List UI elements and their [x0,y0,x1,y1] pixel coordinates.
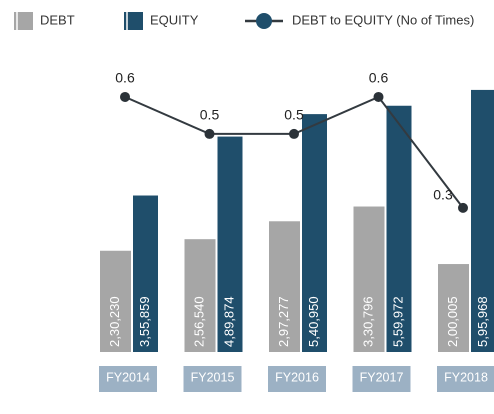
line-marker [120,91,130,102]
value-label: 3,55,859 [137,296,152,347]
value-label: 5,59,972 [390,296,405,347]
category-box [183,366,242,392]
bar [438,264,469,352]
line-value-label: 0.3 [433,187,453,203]
bar [133,195,158,352]
x-tick-label: FY2018 [444,370,488,384]
value-label: 2,00,005 [445,296,460,347]
x-tick-label: FY2016 [275,370,319,384]
value-label: 2,56,540 [191,296,206,347]
x-tick-label: FY2015 [191,370,235,384]
line-value-label: 0.5 [284,107,304,123]
legend-swatch [14,12,33,30]
legend-marker [256,13,272,29]
x-tick-label: FY2014 [106,370,150,384]
bar [184,239,216,352]
bar [100,250,131,352]
line-value-label: 0.6 [115,70,135,86]
line-marker [458,202,468,213]
bar [302,114,327,352]
bar [269,221,300,352]
line-marker [289,128,299,139]
legend-label: DEBT [40,12,75,27]
bar [471,89,494,352]
line-marker [373,91,384,102]
bar [353,206,385,352]
value-label: 4,89,874 [221,296,236,347]
category-box [99,366,157,392]
value-label: 5,40,950 [306,296,321,347]
bar [217,136,243,352]
legend-label: EQUITY [150,12,199,27]
bar [386,105,412,352]
legend-label: DEBT to EQUITY (No of Times) [292,12,474,27]
value-label: 2,30,230 [107,296,122,347]
line-value-label: 0.6 [369,70,389,86]
value-label: 2,97,277 [276,296,291,347]
value-label: 3,30,796 [360,296,375,347]
legend-swatch [124,12,143,30]
line-marker [204,128,215,139]
value-label: 5,95,968 [475,296,490,347]
category-box [352,366,411,392]
category-box [437,366,494,392]
category-box [268,366,326,392]
x-tick-label: FY2017 [360,370,404,384]
line-value-label: 0.5 [200,107,220,123]
